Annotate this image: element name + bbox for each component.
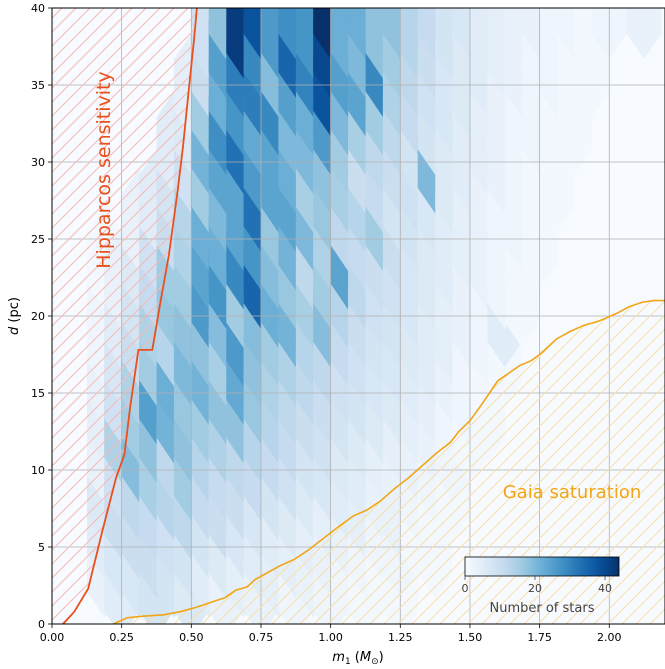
x-axis-ticks: 0.00 0.25 0.50 0.75 1.00 1.25 1.50 1.75 2.00 [40,624,622,644]
y-tick-label: 5 [38,541,45,554]
gaia-label: Gaia saturation [503,482,642,503]
y-axis-label-units: (pc) [7,297,22,327]
x-tick-label: 2.00 [597,631,622,644]
colorbar-label: Number of stars [490,601,595,616]
x-axis-label-m: m [332,650,345,665]
x-tick-label: 0.50 [179,631,204,644]
x-axis-label-close: ) [379,650,384,665]
x-tick-label: 1.25 [388,631,413,644]
y-tick-label: 0 [38,618,45,631]
y-tick-label: 25 [31,233,45,246]
colorbar-tick-label: 20 [528,582,542,595]
y-tick-label: 30 [31,156,45,169]
hipparcos-label: Hipparcos sensitivity [93,71,115,269]
x-tick-label: 0.75 [249,631,274,644]
plot-area: Hipparcos sensitivity Gaia saturation 0 2… [51,7,665,625]
x-tick-label: 0.00 [40,631,65,644]
y-tick-label: 20 [31,310,45,323]
colorbar-gradient [464,556,620,577]
y-axis-label-d: d [7,326,22,335]
x-axis-label-M: M [360,650,371,665]
y-tick-label: 35 [31,79,45,92]
y-tick-label: 15 [31,387,45,400]
x-tick-label: 0.25 [109,631,134,644]
colorbar-tick-label: 40 [598,582,612,595]
x-axis-label-open: ( [351,650,360,665]
colorbar: 0 20 40 Number of stars [462,556,620,616]
x-tick-label: 1.00 [318,631,343,644]
hexbin-cell [626,8,662,60]
y-tick-label: 10 [31,464,45,477]
y-axis-label: d (pc) [7,297,22,335]
x-axis-label: m1 (M⊙) [332,650,383,667]
x-axis-label-sub: 1 [345,657,351,667]
gaia-saturation-curve [112,299,665,624]
x-axis-label-sun: ⊙ [371,657,379,667]
y-tick-label: 40 [31,2,45,15]
colorbar-ticks: 0 20 40 [462,576,612,595]
colorbar-tick-label: 0 [462,582,469,595]
x-tick-label: 1.75 [527,631,552,644]
y-axis-ticks: 0 5 10 15 20 25 30 35 40 [31,2,52,631]
hipparcos-sensitivity-curve [62,8,198,624]
x-tick-label: 1.50 [458,631,483,644]
